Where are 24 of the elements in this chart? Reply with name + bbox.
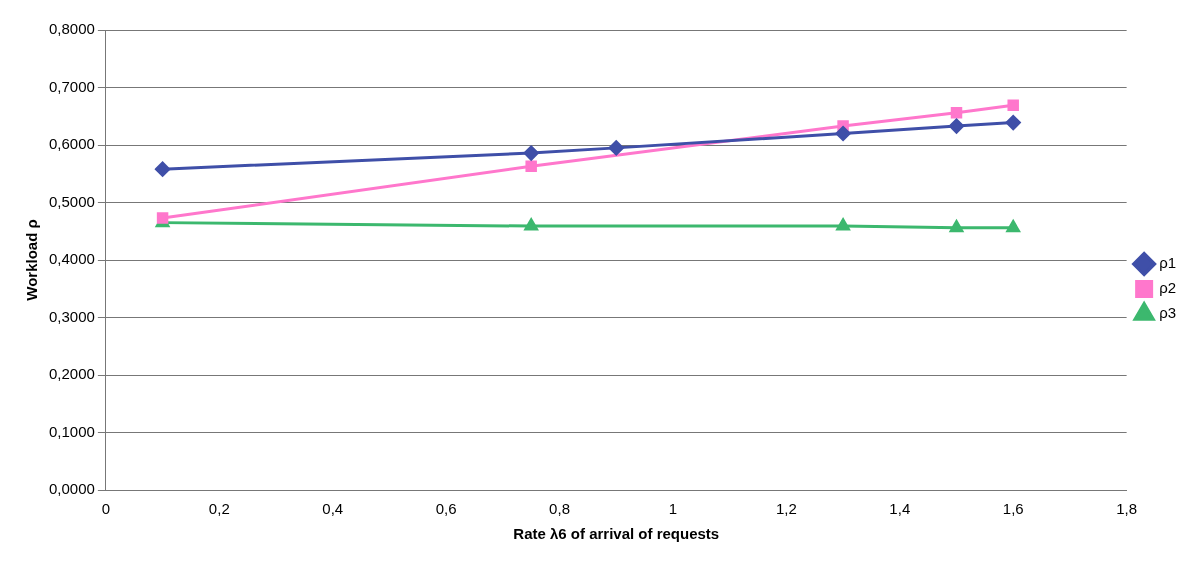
x-tick-label: 1: [668, 500, 678, 518]
x-tick-label: 0,8: [549, 500, 570, 518]
x-tick-label: 1,2: [775, 500, 797, 518]
y-tick-label: 0,6000: [48, 135, 95, 153]
x-tick-label: 0,6: [435, 500, 457, 518]
x-tick-label: 1,6: [1002, 500, 1024, 518]
y-tick-label: 0,4000: [48, 250, 95, 268]
x-tick-label: 1,8: [1116, 500, 1138, 518]
y-tick-label: 0,5000: [48, 192, 95, 210]
y-tick-label: 0,2000: [48, 365, 95, 383]
y-tick-label: 0,1000: [48, 422, 95, 440]
y-tick-label: 0,3000: [48, 307, 95, 325]
x-axis-title: Rate λ6 of arrival of requests: [513, 525, 720, 543]
x-tick-label: 1,4: [889, 500, 911, 518]
x-tick-label: 0,2: [208, 500, 230, 518]
y-tick-label: 0,0000: [48, 480, 95, 498]
x-tick-label: 0,4: [322, 500, 344, 518]
legend-label: ρ2: [1159, 279, 1176, 297]
y-tick-label: 0,7000: [48, 77, 95, 95]
legend-label: ρ3: [1159, 304, 1176, 322]
x-tick-label: 0: [101, 500, 111, 518]
y-tick-label: 0,8000: [48, 20, 95, 38]
y-axis-title: Workload ρ: [23, 219, 41, 301]
legend-label: ρ1: [1159, 254, 1176, 272]
